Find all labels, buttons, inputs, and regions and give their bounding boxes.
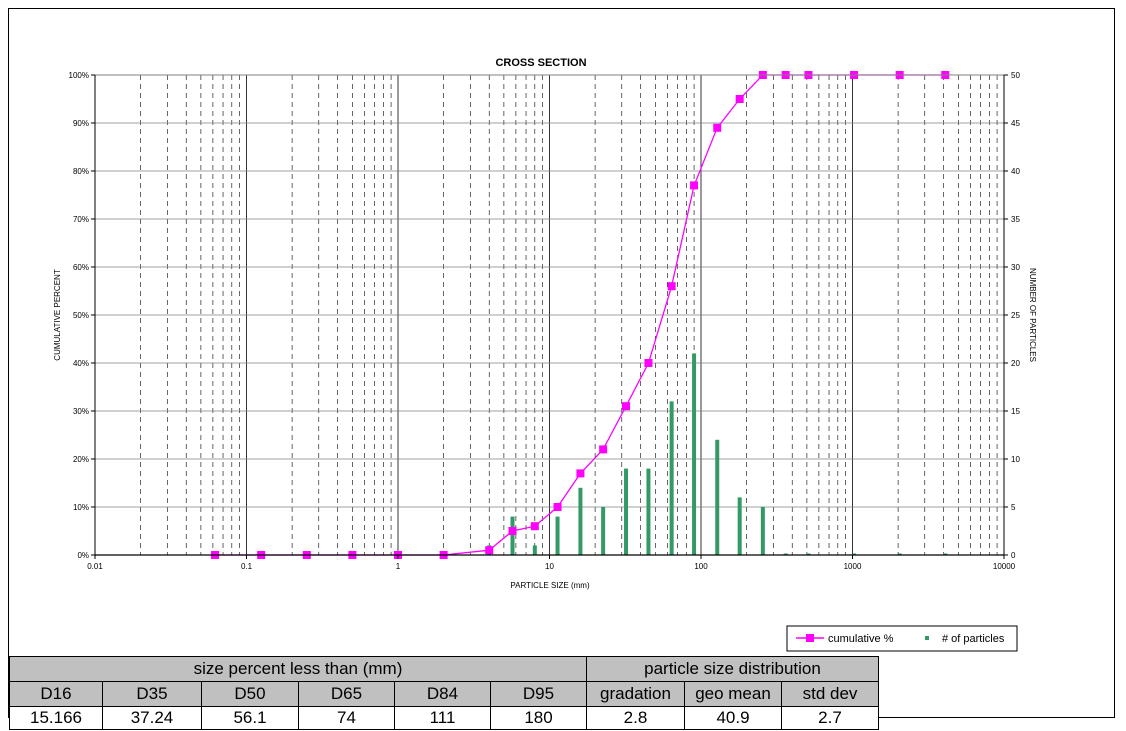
y-axis-label: CUMULATIVE PERCENT — [53, 269, 62, 361]
x-tick-label: 100 — [694, 562, 708, 571]
value-d95: 180 — [490, 706, 587, 730]
cumulative-point — [735, 95, 744, 103]
y2-tick-label: 15 — [1011, 407, 1020, 416]
cumulative-point — [485, 546, 494, 555]
value-d84: 111 — [394, 706, 491, 730]
legend-label-cumulative: cumulative % — [828, 633, 894, 645]
cumulative-point — [576, 469, 585, 478]
header-d16: D16 — [9, 681, 103, 707]
x-tick-label: 1000 — [844, 562, 862, 571]
particle-bar — [646, 468, 651, 555]
size-percent-header: size percent less than (mm) — [9, 656, 587, 682]
value-geo-mean: 40.9 — [684, 706, 782, 730]
particle-bar — [783, 553, 788, 555]
x-tick-label: 0.01 — [87, 562, 103, 571]
particle-bar — [760, 507, 765, 555]
x-axis-label: PARTICLE SIZE (mm) — [510, 581, 590, 590]
value-gradation: 2.8 — [586, 706, 685, 730]
stats-header-row: D16 D35 D50 D65 D84 D95 gradation geo me… — [9, 681, 879, 707]
axes — [91, 74, 1008, 559]
header-geo-mean: geo mean — [684, 681, 782, 707]
particle-bar — [532, 545, 537, 555]
y2-tick-label: 25 — [1011, 311, 1020, 320]
particle-bar — [806, 553, 811, 555]
stats-group-header-row: size percent less than (mm) particle siz… — [9, 656, 879, 682]
y2-axis-label: NUMBER OF PARTICLES — [1028, 268, 1037, 362]
legend-marker-swatch — [806, 634, 814, 642]
y2-tick-label: 20 — [1011, 359, 1020, 368]
value-d50: 56.1 — [201, 706, 299, 730]
particle-bar — [692, 353, 697, 555]
particle-bar — [624, 468, 629, 555]
header-d50: D50 — [201, 681, 299, 707]
cumulative-point — [530, 522, 539, 531]
y2-tick-label: 30 — [1011, 263, 1020, 272]
y-tick-label: 10% — [73, 503, 89, 512]
particle-bar — [669, 401, 674, 555]
legend: cumulative % # of particles — [786, 625, 1018, 652]
legend-box — [786, 625, 1018, 652]
cumulative-point — [713, 123, 722, 132]
y2-tick-label: 5 — [1011, 503, 1016, 512]
header-d95: D95 — [490, 681, 587, 707]
x-tick-label: 10 — [545, 562, 554, 571]
cumulative-point — [690, 181, 699, 190]
x-tick-label: 1 — [396, 562, 401, 571]
header-d35: D35 — [102, 681, 202, 707]
distribution-header: particle size distribution — [586, 656, 879, 682]
y-tick-label: 0% — [77, 551, 89, 560]
y-tick-label: 80% — [73, 167, 89, 176]
legend-label-particles: # of particles — [942, 633, 1005, 645]
x-tick-label: 10000 — [993, 562, 1016, 571]
legend-bar-swatch — [925, 636, 929, 640]
y-tick-label: 60% — [73, 263, 89, 272]
y-tick-label: 40% — [73, 359, 89, 368]
value-std-dev: 2.7 — [781, 706, 879, 730]
y2-tick-label: 50 — [1011, 71, 1020, 80]
particle-count-bars — [213, 353, 948, 555]
cumulative-point — [599, 445, 608, 454]
cumulative-point — [622, 402, 631, 411]
particle-bar — [737, 497, 742, 555]
y2-tick-label: 10 — [1011, 455, 1020, 464]
value-d16: 15.166 — [9, 706, 103, 730]
chart-title: CROSS SECTION — [495, 57, 586, 69]
stats-table: size percent less than (mm) particle siz… — [9, 656, 879, 730]
header-std-dev: std dev — [781, 681, 879, 707]
value-d65: 74 — [298, 706, 395, 730]
header-d84: D84 — [394, 681, 491, 707]
y-tick-label: 20% — [73, 455, 89, 464]
tick-labels: 0.01 0.1 1 10 100 1000 100000%10%20%30%40%50%6… — [69, 71, 1021, 571]
y-tick-label: 100% — [69, 71, 89, 80]
value-d35: 37.24 — [102, 706, 202, 730]
y2-tick-label: 40 — [1011, 167, 1020, 176]
stats-values-row: 15.166 37.24 56.1 74 111 180 2.8 40.9 2.… — [9, 706, 879, 730]
y2-tick-label: 35 — [1011, 215, 1020, 224]
header-gradation: gradation — [586, 681, 685, 707]
x-tick-label: 0.1 — [241, 562, 253, 571]
y2-tick-label: 0 — [1011, 551, 1016, 560]
y2-tick-label: 45 — [1011, 119, 1020, 128]
particle-bar — [715, 439, 720, 555]
cumulative-point — [667, 282, 676, 291]
y-tick-label: 70% — [73, 215, 89, 224]
header-d65: D65 — [298, 681, 395, 707]
y-tick-label: 50% — [73, 311, 89, 320]
particle-bar — [943, 553, 948, 555]
particle-bar — [578, 487, 583, 555]
y-tick-label: 30% — [73, 407, 89, 416]
particle-bar — [601, 507, 606, 555]
cumulative-point — [644, 359, 653, 367]
particle-bar — [555, 516, 560, 555]
y-tick-label: 90% — [73, 119, 89, 128]
cumulative-point — [508, 527, 517, 535]
particle-bar — [852, 553, 857, 555]
particle-bar — [510, 516, 515, 555]
particle-bar — [897, 553, 902, 555]
cumulative-point — [553, 503, 562, 511]
